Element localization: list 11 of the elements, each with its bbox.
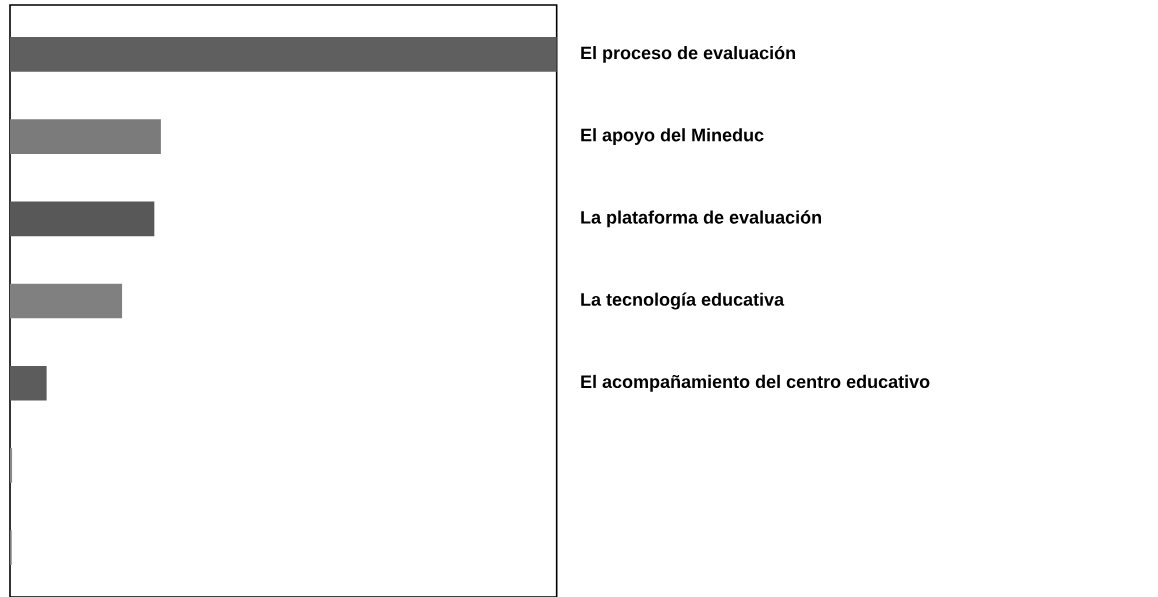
y-tick-label: La plataforma de evaluación xyxy=(581,210,821,228)
y-tick-label: La tecnología educativa xyxy=(581,292,785,310)
y-tick-label: El acompañamiento del centro educativo xyxy=(581,374,930,392)
y-tick-label: El apoyo del Mineduc xyxy=(581,128,764,145)
bar xyxy=(10,119,161,154)
y-tick-label: El proceso de evaluación xyxy=(581,45,796,63)
bar xyxy=(10,37,557,72)
bar xyxy=(10,365,47,401)
bar xyxy=(10,448,13,483)
bar xyxy=(10,201,155,237)
bar xyxy=(10,283,123,319)
